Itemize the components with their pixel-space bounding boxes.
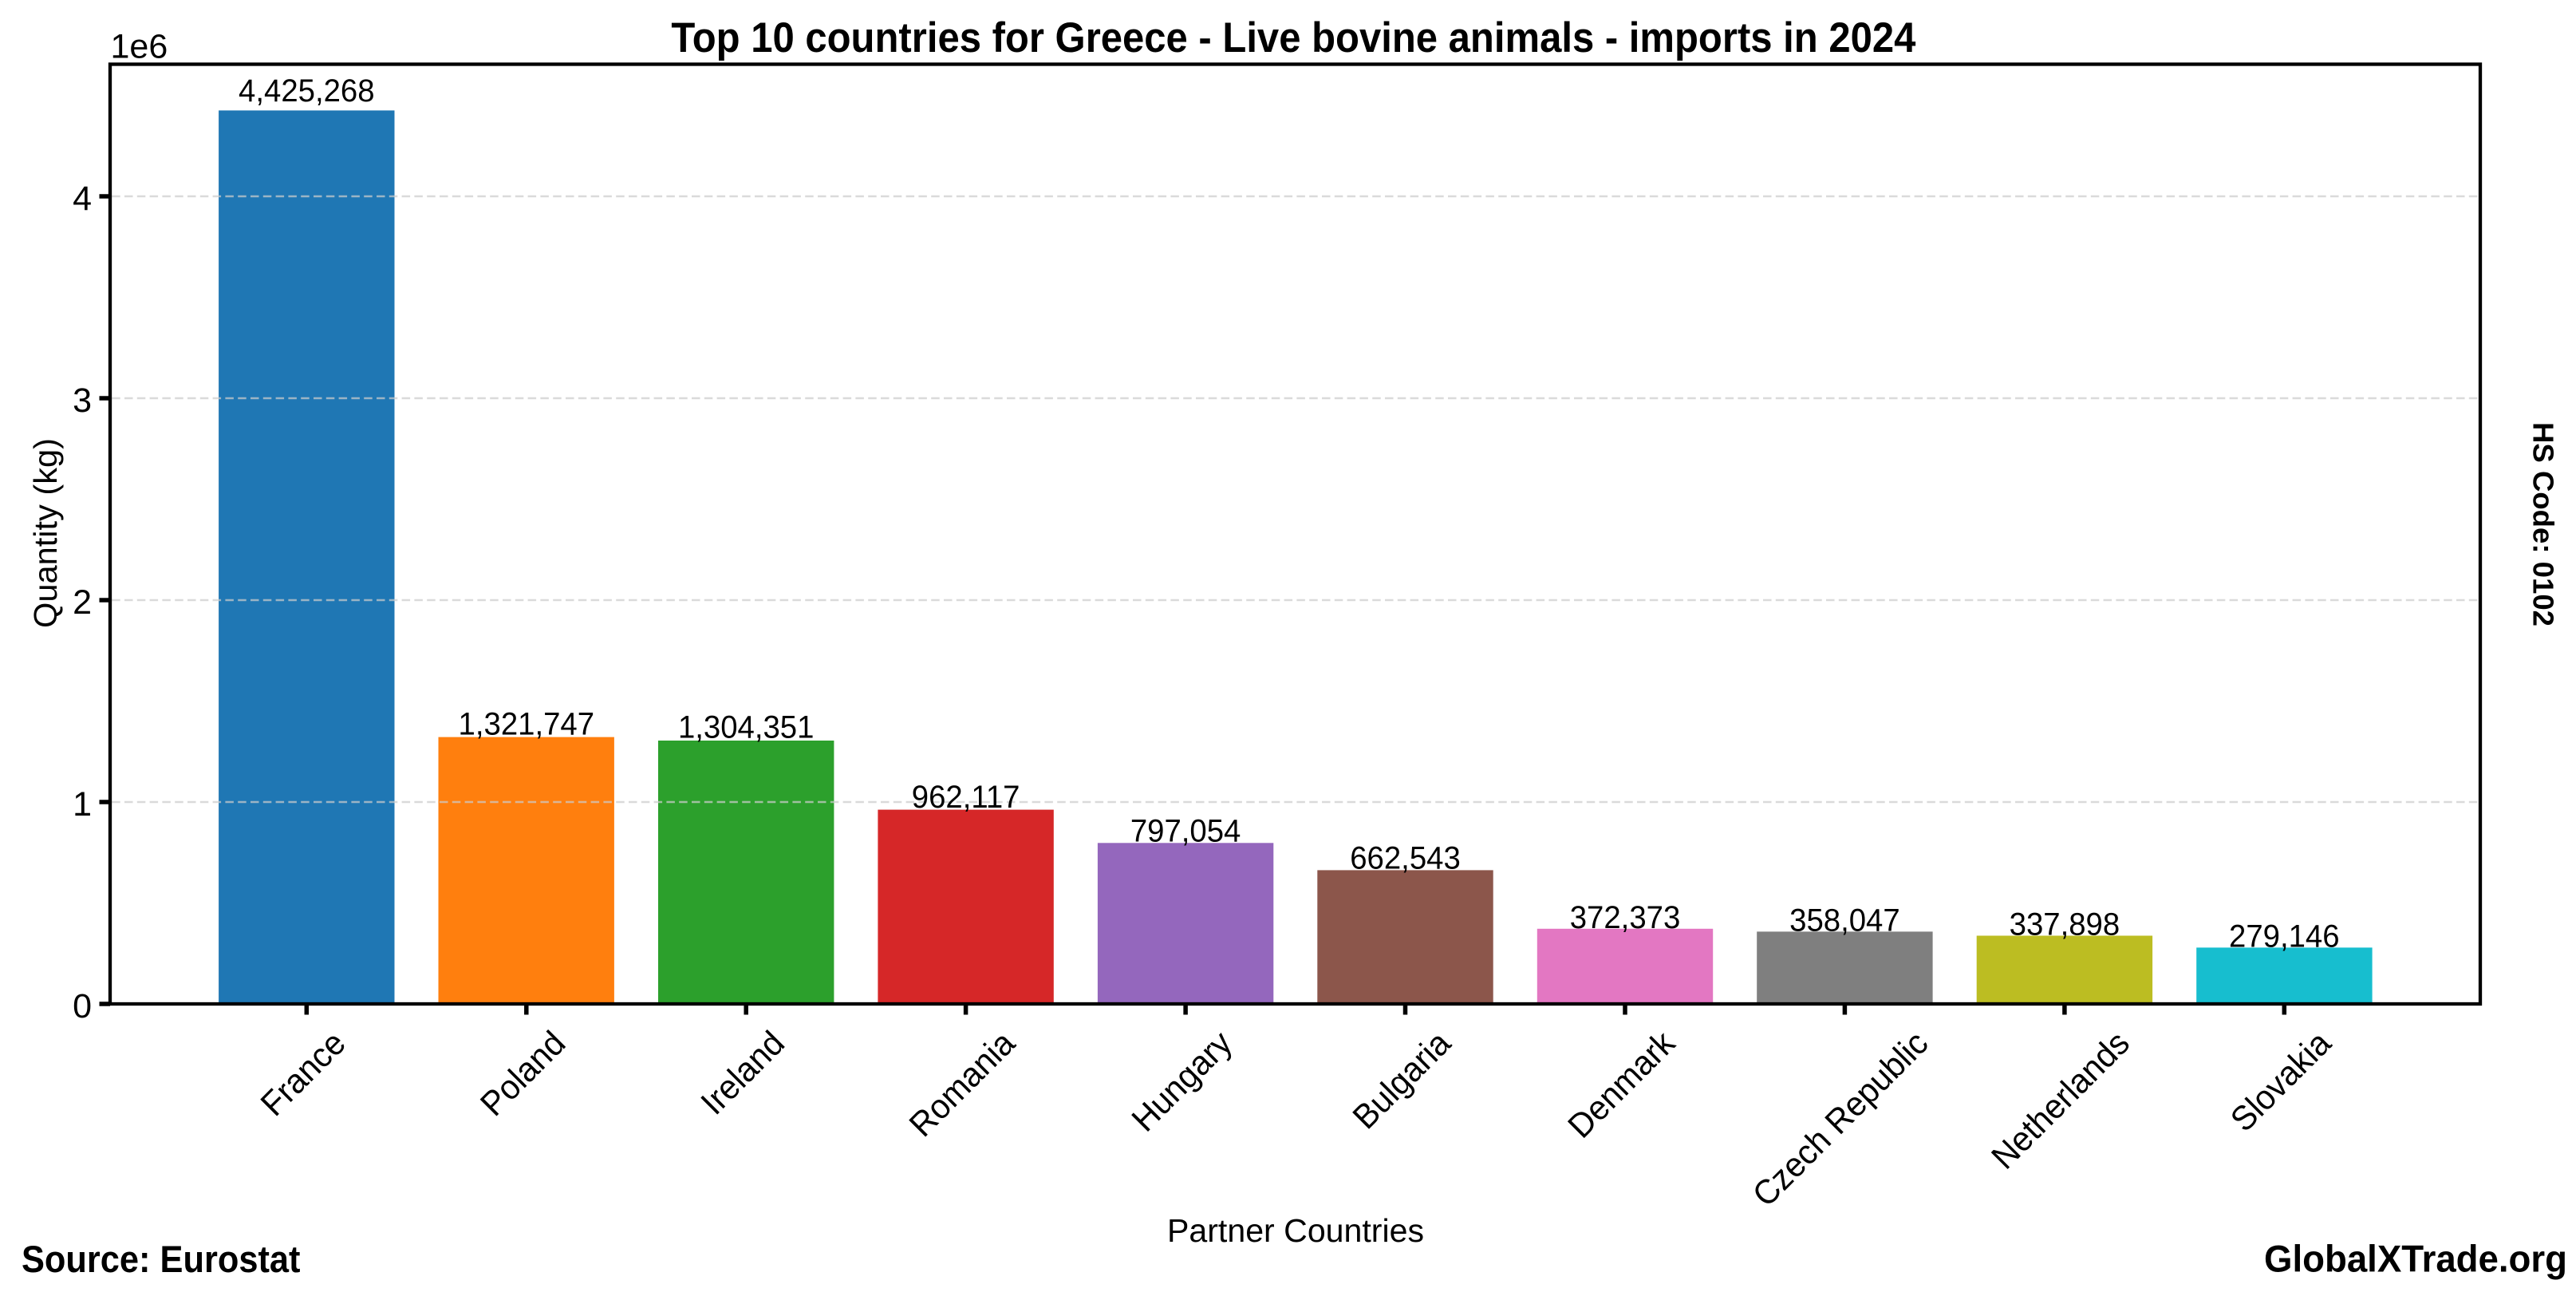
svg-text:1,321,747: 1,321,747 bbox=[459, 706, 595, 741]
svg-text:962,117: 962,117 bbox=[912, 780, 1020, 815]
svg-text:358,047: 358,047 bbox=[1789, 903, 1900, 938]
svg-text:Source: Eurostat: Source: Eurostat bbox=[22, 1238, 301, 1280]
svg-text:1e6: 1e6 bbox=[111, 27, 168, 65]
svg-text:337,898: 337,898 bbox=[2010, 907, 2120, 942]
svg-text:4,425,268: 4,425,268 bbox=[239, 73, 375, 109]
svg-text:0: 0 bbox=[73, 987, 92, 1025]
svg-text:4: 4 bbox=[73, 180, 92, 218]
svg-text:GlobalXTrade.org: GlobalXTrade.org bbox=[2264, 1238, 2567, 1280]
svg-text:2: 2 bbox=[73, 583, 92, 622]
svg-text:Partner Countries: Partner Countries bbox=[1167, 1212, 1424, 1249]
svg-text:372,373: 372,373 bbox=[1570, 900, 1681, 935]
svg-text:3: 3 bbox=[73, 381, 92, 420]
svg-text:1: 1 bbox=[73, 785, 92, 824]
svg-text:662,543: 662,543 bbox=[1350, 841, 1461, 876]
svg-text:Top 10 countries for Greece -: Top 10 countries for Greece - Live bovin… bbox=[671, 14, 1915, 61]
svg-text:279,146: 279,146 bbox=[2229, 919, 2340, 954]
svg-text:Quantity (kg): Quantity (kg) bbox=[27, 438, 64, 628]
svg-text:1,304,351: 1,304,351 bbox=[678, 710, 815, 745]
svg-text:HS Code: 0102: HS Code: 0102 bbox=[2527, 422, 2560, 626]
svg-text:797,054: 797,054 bbox=[1130, 813, 1241, 848]
